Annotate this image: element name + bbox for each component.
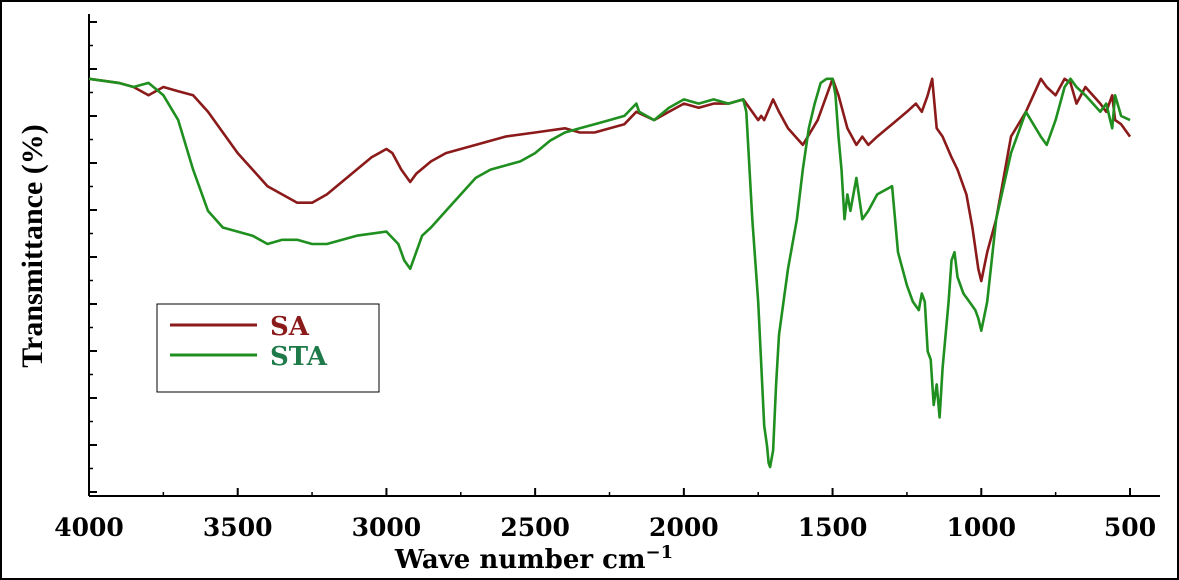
- series-line-sa: [88, 77, 1132, 283]
- x-tick-label-1500: 1500: [798, 513, 868, 542]
- legend: SA STA: [156, 303, 380, 393]
- x-tick-label-4000: 4000: [54, 513, 124, 542]
- y-axis-title: Transmittance (%): [16, 124, 49, 368]
- y-axis-ticks: [89, 21, 97, 493]
- x-axis-ticks: 4000 3500 3000 2500 2000 1500 1000 500: [54, 488, 1156, 542]
- series-line-sta: [88, 77, 1131, 469]
- series-layer: [88, 77, 1132, 469]
- legend-label-sta: STA: [270, 342, 328, 372]
- legend-box: [156, 303, 380, 393]
- x-tick-label-1000: 1000: [946, 513, 1016, 542]
- x-axis-title-main: Wave number cm: [394, 545, 646, 575]
- legend-label-sa: SA: [270, 312, 310, 342]
- x-tick-label-500: 500: [1104, 513, 1156, 542]
- x-tick-label-2000: 2000: [649, 513, 719, 542]
- x-axis-title: Wave number cm−1: [394, 542, 673, 575]
- x-tick-label-3500: 3500: [203, 513, 273, 542]
- x-tick-label-3000: 3000: [352, 513, 422, 542]
- x-axis-title-superscript: −1: [646, 542, 674, 563]
- x-tick-label-2500: 2500: [500, 513, 570, 542]
